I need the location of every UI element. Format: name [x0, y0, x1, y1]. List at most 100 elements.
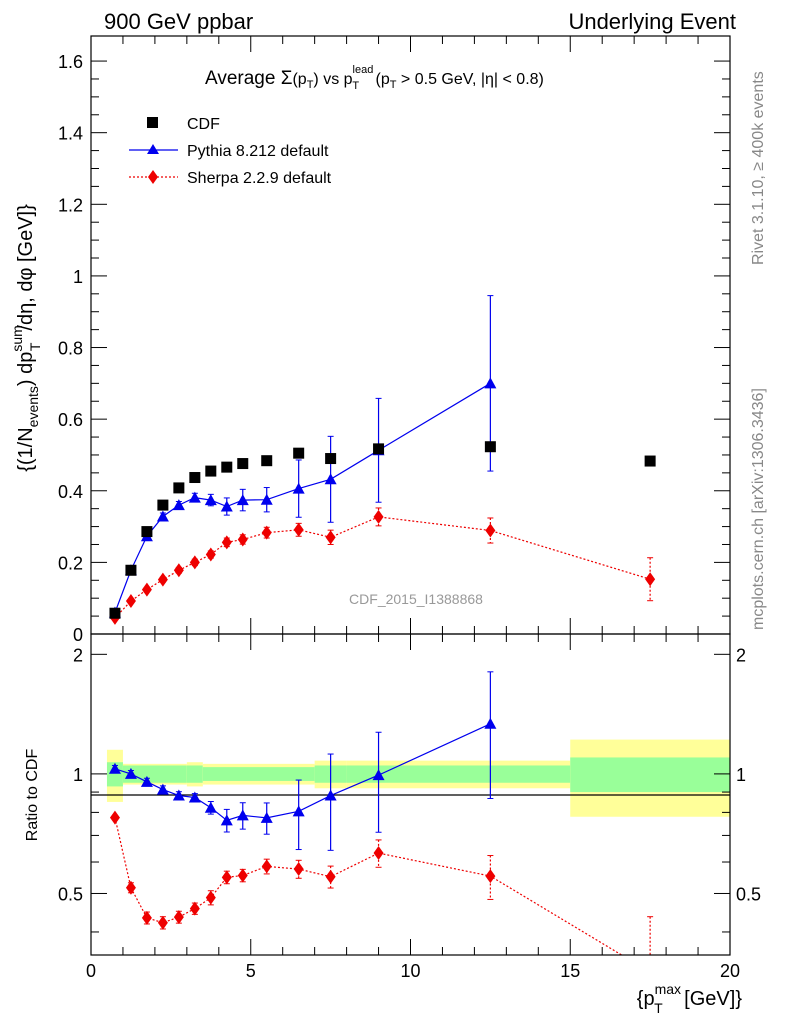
pythia-ratio-point [156, 783, 169, 795]
y-tick-label: 0.4 [58, 482, 83, 502]
pythia-ratio-point [172, 789, 185, 801]
main-marks [108, 295, 656, 625]
cdf-point [325, 453, 337, 465]
cdf-point [484, 441, 496, 453]
sherpa-point [373, 509, 384, 524]
ratio-band-inner [570, 757, 730, 793]
y-tick-label: 0.6 [58, 410, 83, 430]
x-tick-label: 15 [560, 961, 580, 981]
cdf-point [644, 455, 656, 467]
x-tick-label: 5 [246, 961, 256, 981]
sherpa-point [237, 532, 248, 547]
ratio-y-tick-label-right: 2 [736, 645, 746, 665]
pythia-ratio-point [292, 805, 305, 817]
ratio-series-group [108, 671, 654, 955]
y-tick-label: 1.6 [58, 52, 83, 72]
main-x-ticks [90, 36, 731, 634]
cdf-point [141, 526, 153, 538]
x-tick-label: 10 [400, 961, 420, 981]
pythia-point [260, 493, 273, 505]
main-y-axis-label: {(1/Nevents) dpsum T/dη, dφ [GeV]} [9, 204, 43, 472]
ratio-panel: 0.5 0.5 1 1 2 2 0 5 10 15 20 Ratio to CDF {pmax T … [24, 633, 761, 1016]
ratio-marks [108, 671, 654, 955]
y-tick-label: 1.4 [58, 124, 83, 144]
cdf-point [261, 455, 273, 467]
y-tick-label: 1.2 [58, 195, 83, 215]
legend-sherpa-label: Sherpa 2.2.9 default [187, 170, 332, 187]
legend-cdf-marker [147, 117, 158, 128]
sherpa-ratio-point [325, 869, 336, 884]
sherpa-point [205, 547, 216, 562]
legend-cdf-label: CDF [187, 116, 220, 133]
sherpa-ratio-point [125, 880, 136, 895]
sherpa-ratio-line [114, 817, 623, 955]
pythia-point [172, 499, 185, 511]
sherpa-point [485, 523, 496, 538]
sherpa-point [325, 530, 336, 545]
sherpa-ratio-point [485, 869, 496, 884]
watermark: CDF_2015_I1388868 [349, 591, 483, 607]
ratio-y-tick-label-right: 0.5 [736, 884, 761, 904]
pythia-line [114, 382, 491, 613]
pythia-ratio-point [260, 811, 273, 823]
legend-pythia-marker [147, 144, 159, 154]
mcplots-label: mcplots.cern.ch [arXiv:1306.3436] [750, 388, 767, 630]
sherpa-ratio-point [109, 810, 120, 825]
x-axis-label: {pmax T [GeV]} [637, 981, 743, 1016]
pythia-ratio-point [236, 809, 249, 821]
cdf-point [125, 564, 137, 576]
sherpa-ratio-point [141, 910, 152, 925]
cdf-point [189, 472, 201, 484]
pythia-point [156, 510, 169, 522]
plot-title: Average Σ(pT) vs plead T (pT > 0.5 GeV, |… [205, 64, 544, 92]
ratio-x-axis: 0 5 10 15 20 [86, 634, 740, 981]
pythia-ratio-point [108, 762, 121, 774]
sherpa-ratio-point [189, 901, 200, 916]
pythia-ratio-point [324, 789, 337, 801]
pythia-point [484, 377, 497, 389]
cdf-point [109, 607, 121, 619]
pythia-point [220, 500, 233, 512]
cdf-point [221, 461, 233, 473]
pythia-point [324, 473, 337, 485]
legend: CDF Pythia 8.212 default Sherpa 2.2.9 de… [129, 116, 332, 187]
pythia-ratio-point [124, 767, 137, 779]
sherpa-point [261, 525, 272, 540]
pythia-ratio-point [188, 791, 201, 803]
pythia-point [236, 494, 249, 506]
pythia-point [188, 491, 201, 503]
sherpa-line [114, 516, 651, 619]
pythia-ratio-point [220, 814, 233, 826]
sherpa-ratio-point [173, 910, 184, 925]
pythia-ratio-point [204, 801, 217, 813]
cdf-point [373, 443, 385, 455]
ratio-y-tick-label: 1 [73, 765, 83, 785]
cdf-point [293, 447, 305, 459]
ratio-band-inner [202, 767, 315, 781]
x-tick-label: 20 [720, 961, 740, 981]
header-left: 900 GeV ppbar [104, 9, 253, 34]
sherpa-ratio-point [221, 870, 232, 885]
y-tick-label: 0.2 [58, 553, 83, 573]
sherpa-ratio-point [261, 859, 272, 874]
pythia-ratio-point [484, 717, 497, 729]
sherpa-point [293, 522, 304, 537]
sherpa-ratio-point [237, 868, 248, 883]
pythia-point [204, 494, 217, 506]
pythia-ratio-point [140, 775, 153, 787]
legend-pythia-label: Pythia 8.212 default [187, 143, 329, 160]
sherpa-point [645, 572, 656, 587]
sherpa-point [157, 572, 168, 587]
sherpa-point [173, 563, 184, 578]
ratio-y-tick-label: 0.5 [58, 884, 83, 904]
x-tick-label: 0 [86, 961, 96, 981]
sherpa-ratio-point [293, 862, 304, 877]
cdf-point [157, 499, 169, 511]
ratio-band-inner [186, 765, 203, 783]
sherpa-point [189, 555, 200, 570]
main-panel: 0 0.2 0.4 0.6 0.8 1 1.2 1.4 1.6 Average Σ(pT) vs… [9, 35, 731, 645]
main-y-axis: 0 0.2 0.4 0.6 0.8 1 1.2 1.4 1.6 [58, 52, 730, 645]
cdf-point [237, 458, 249, 470]
ratio-y-axis-label: Ratio to CDF [24, 749, 41, 842]
sherpa-point [141, 582, 152, 597]
